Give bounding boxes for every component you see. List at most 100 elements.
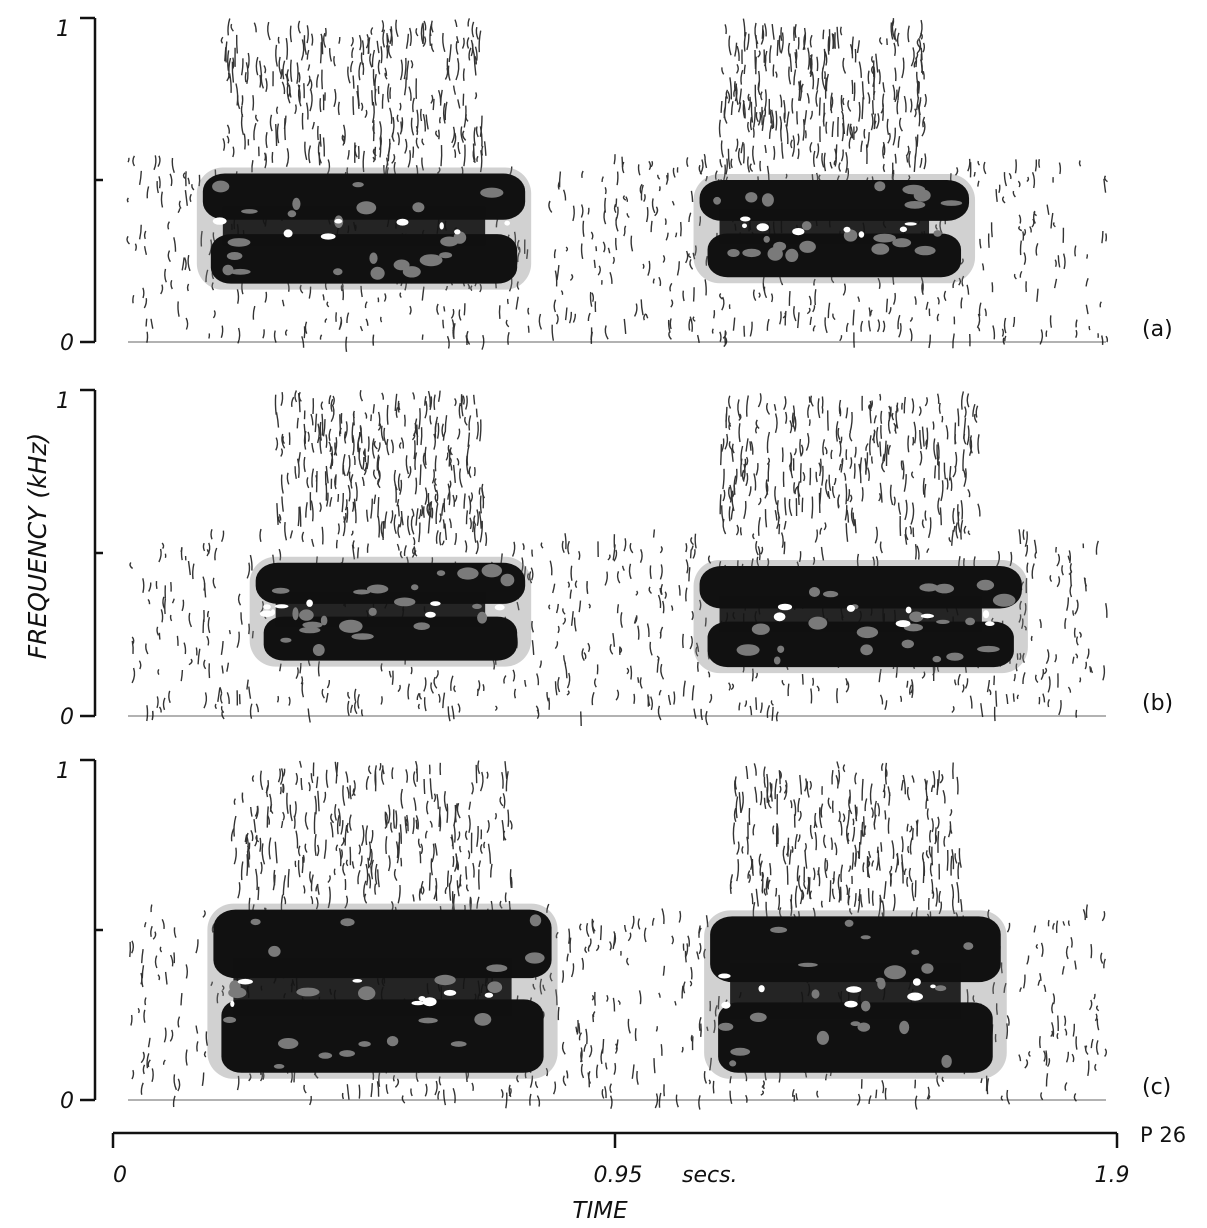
noise-stroke bbox=[411, 508, 415, 517]
noise-stroke bbox=[393, 514, 397, 534]
noise-stroke bbox=[444, 67, 449, 80]
noise-stroke bbox=[480, 843, 483, 854]
noise-stroke bbox=[882, 93, 885, 107]
call-mottle bbox=[809, 587, 820, 597]
noise-stroke bbox=[456, 802, 461, 819]
noise-stroke bbox=[816, 685, 820, 692]
noise-stroke bbox=[1004, 335, 1007, 342]
noise-stroke bbox=[787, 837, 790, 857]
noise-stroke bbox=[501, 771, 504, 789]
noise-stroke bbox=[960, 519, 964, 540]
noise-stroke bbox=[878, 668, 882, 683]
noise-stroke bbox=[998, 184, 1001, 194]
noise-stroke bbox=[771, 706, 774, 721]
noise-stroke bbox=[972, 403, 976, 417]
noise-stroke bbox=[743, 325, 746, 337]
noise-stroke bbox=[464, 830, 468, 841]
noise-stroke bbox=[952, 507, 955, 525]
noise-stroke bbox=[410, 666, 413, 675]
noise-stroke bbox=[803, 110, 808, 126]
noise-stroke bbox=[409, 27, 412, 47]
noise-stroke bbox=[676, 261, 680, 276]
noise-stroke bbox=[387, 45, 392, 59]
noise-stroke bbox=[418, 692, 423, 700]
noise-stroke bbox=[765, 878, 769, 888]
noise-stroke bbox=[732, 317, 736, 331]
noise-stroke bbox=[463, 303, 466, 316]
call-mottle bbox=[412, 202, 425, 213]
noise-stroke bbox=[297, 393, 301, 413]
noise-stroke bbox=[838, 162, 842, 172]
noise-stroke bbox=[241, 792, 244, 803]
noise-stroke bbox=[838, 810, 841, 823]
noise-stroke bbox=[536, 673, 540, 686]
noise-stroke bbox=[227, 18, 231, 36]
noise-stroke bbox=[397, 504, 400, 517]
noise-stroke bbox=[279, 768, 284, 785]
noise-stroke bbox=[929, 829, 932, 843]
call-mottle bbox=[727, 249, 740, 257]
noise-stroke bbox=[1037, 979, 1041, 986]
noise-stroke bbox=[1071, 1053, 1075, 1063]
noise-stroke bbox=[919, 429, 922, 450]
noise-stroke bbox=[360, 285, 363, 298]
call-gap bbox=[237, 978, 253, 985]
noise-stroke bbox=[877, 802, 881, 817]
noise-stroke bbox=[869, 435, 872, 456]
noise-stroke bbox=[822, 102, 825, 123]
noise-stroke bbox=[813, 278, 816, 286]
noise-stroke bbox=[845, 884, 849, 896]
noise-stroke bbox=[453, 804, 457, 827]
noise-stroke bbox=[643, 313, 647, 321]
noise-stroke bbox=[418, 408, 421, 430]
noise-stroke bbox=[1085, 278, 1089, 287]
noise-stroke bbox=[858, 101, 861, 122]
noise-stroke bbox=[787, 42, 791, 57]
noise-stroke bbox=[284, 329, 288, 336]
noise-stroke bbox=[185, 317, 189, 330]
call-mottle bbox=[823, 590, 839, 598]
noise-stroke bbox=[294, 104, 297, 115]
noise-stroke bbox=[445, 452, 449, 461]
noise-stroke bbox=[358, 447, 363, 470]
noise-stroke bbox=[995, 1003, 998, 1015]
noise-stroke bbox=[448, 44, 452, 63]
noise-stroke bbox=[730, 101, 734, 116]
noise-stroke bbox=[436, 793, 440, 810]
noise-stroke bbox=[451, 834, 454, 850]
noise-stroke bbox=[483, 141, 487, 156]
noise-stroke bbox=[380, 663, 383, 672]
noise-stroke bbox=[554, 681, 558, 696]
noise-stroke bbox=[745, 456, 749, 466]
noise-stroke bbox=[879, 441, 882, 457]
noise-stroke bbox=[1094, 1013, 1098, 1022]
noise-stroke bbox=[812, 677, 815, 686]
noise-stroke bbox=[300, 777, 303, 791]
noise-stroke bbox=[725, 406, 728, 422]
noise-stroke bbox=[282, 768, 286, 777]
noise-stroke bbox=[609, 1095, 613, 1109]
noise-stroke bbox=[735, 796, 739, 819]
noise-stroke bbox=[659, 631, 662, 639]
noise-stroke bbox=[980, 703, 984, 718]
noise-stroke bbox=[403, 414, 406, 427]
noise-stroke bbox=[856, 1093, 861, 1106]
noise-stroke bbox=[591, 692, 595, 706]
noise-stroke bbox=[672, 167, 676, 178]
noise-stroke bbox=[177, 301, 180, 317]
noise-stroke bbox=[407, 466, 412, 479]
noise-stroke bbox=[400, 788, 404, 809]
noise-stroke bbox=[627, 1018, 631, 1034]
noise-stroke bbox=[616, 571, 621, 584]
frequency-tick-label: 0 bbox=[60, 1089, 74, 1114]
noise-stroke bbox=[346, 312, 350, 324]
noise-stroke bbox=[806, 781, 810, 798]
noise-stroke bbox=[946, 849, 949, 871]
noise-stroke bbox=[956, 776, 959, 795]
call-gap bbox=[904, 222, 917, 226]
noise-stroke bbox=[765, 402, 771, 415]
noise-stroke bbox=[967, 530, 971, 536]
noise-stroke bbox=[1105, 233, 1107, 242]
noise-stroke bbox=[746, 33, 750, 51]
call-b-2 bbox=[693, 560, 1028, 674]
